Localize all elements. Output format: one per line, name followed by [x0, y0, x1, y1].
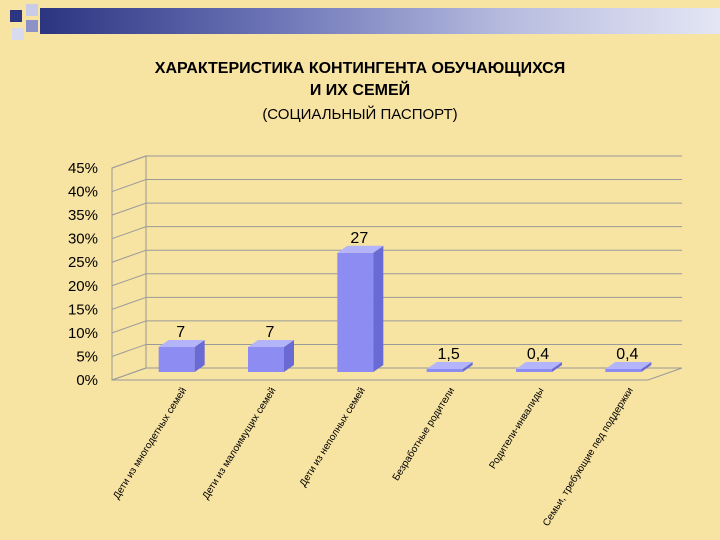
y-tick-label: 35%	[68, 207, 98, 224]
y-tick-label: 0%	[76, 372, 98, 389]
bar-front	[605, 369, 642, 372]
bar	[337, 245, 384, 372]
gridline	[111, 343, 682, 357]
gridline	[111, 249, 682, 263]
bar-top	[605, 362, 652, 369]
floor	[111, 367, 683, 381]
page-subtitle: (СОЦИАЛЬНЫЙ ПАСПОРТ)	[262, 106, 458, 123]
data-label: 7	[266, 324, 275, 341]
page-title-line2: И ИХ СЕМЕЙ	[309, 82, 411, 99]
bar-front	[248, 347, 284, 372]
bar-top	[158, 340, 205, 348]
gridline	[111, 273, 682, 287]
y-tick-label: 5%	[76, 348, 98, 365]
gridline	[111, 202, 682, 216]
y-tick-label: 45%	[68, 160, 98, 177]
gridline	[111, 155, 682, 169]
bar-side	[462, 362, 473, 372]
gridline	[111, 179, 682, 193]
header-decoration	[0, 0, 720, 48]
bar	[248, 340, 294, 372]
data-label: 7	[176, 324, 185, 341]
bar-side	[284, 340, 294, 372]
deco-square	[12, 28, 24, 40]
gridline	[111, 296, 682, 310]
y-tick-label: 25%	[68, 254, 98, 271]
gridline	[111, 226, 682, 240]
bar-side	[641, 362, 652, 372]
category-label: Семьи, требующие пед поддержки	[540, 385, 636, 528]
gridline	[111, 320, 682, 334]
bar-top	[248, 340, 294, 348]
data-label: 27	[350, 230, 368, 247]
data-label: 0,4	[616, 346, 638, 363]
y-tick-label: 20%	[68, 278, 98, 295]
category-label: Дети из неполных семей	[298, 386, 368, 489]
category-label: Дети из многодетных семей	[111, 386, 189, 502]
y-tick-label: 15%	[68, 301, 98, 318]
page-title: ХАРАКТЕРИСТИКА КОНТИНГЕНТА ОБУЧАЮЩИХСЯ	[154, 60, 566, 77]
bar	[158, 340, 205, 372]
bar-front	[337, 252, 374, 372]
header-gradient-band	[40, 8, 720, 34]
bar-top	[337, 245, 384, 253]
bar-side	[552, 362, 562, 372]
bar-top	[426, 362, 473, 369]
category-label: Безработные родители	[390, 385, 457, 483]
chart-gridlines	[111, 155, 682, 357]
bar-front	[426, 369, 463, 372]
data-label: 1,5	[438, 346, 460, 363]
category-labels: Дети из многодетных семей Дети из малоиму…	[111, 385, 636, 528]
deco-square	[26, 4, 38, 16]
bar	[605, 362, 652, 372]
chart-bars	[158, 245, 652, 372]
bar-side	[194, 340, 205, 372]
category-label: Родители-инвалиды	[488, 386, 547, 471]
y-axis-ticks: 0% 5% 10% 15% 20% 25% 30% 35% 40% 45%	[68, 160, 98, 389]
data-label: 0,4	[527, 346, 549, 363]
y-tick-label: 40%	[68, 184, 98, 201]
bar	[516, 362, 562, 372]
deco-square	[26, 20, 38, 32]
bar-front	[516, 369, 552, 372]
deco-square	[10, 10, 22, 22]
bar-side	[373, 245, 384, 372]
bar-front	[158, 347, 195, 372]
data-labels: 7 7 27 1,5 0,4 0,4	[176, 230, 638, 363]
y-tick-label: 30%	[68, 231, 98, 248]
y-tick-label: 10%	[68, 325, 98, 342]
bar-top	[516, 362, 562, 369]
bar	[426, 362, 473, 372]
category-label: Дети из малоимущих семей	[201, 386, 279, 502]
